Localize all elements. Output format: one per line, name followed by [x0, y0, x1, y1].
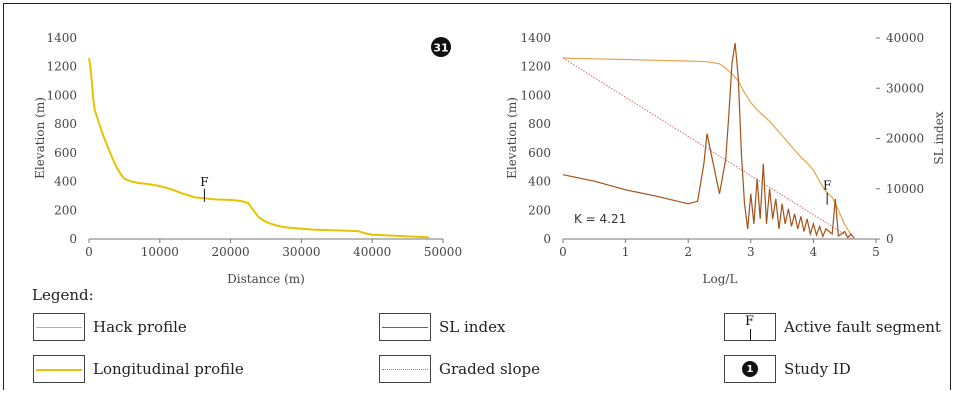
legend-label-longitudinal: Longitudinal profile	[93, 360, 244, 378]
legend-swatch-longitudinal	[33, 355, 85, 383]
left-y-tick-label: 200	[54, 203, 77, 217]
right-y-tick-label: 800	[528, 117, 551, 131]
legend-item-fault: F Active fault segment	[724, 312, 941, 342]
legend-item-sl-index: SL index	[379, 312, 505, 342]
legend-item-longitudinal: Longitudinal profile	[33, 354, 244, 384]
right-ylabel: Elevation (m)	[505, 97, 519, 179]
legend-label-graded: Graded slope	[439, 360, 540, 378]
legend-label-hack: Hack profile	[93, 318, 187, 336]
left-ylabel: Elevation (m)	[33, 97, 47, 179]
legend-item-study: 1 Study ID	[724, 354, 851, 384]
right-ylabel-secondary: SL index	[932, 111, 946, 164]
hack-profile-line	[562, 57, 855, 239]
left-y-tick-label: 1000	[46, 88, 77, 102]
left-x-tick-label: 30000	[282, 245, 320, 259]
right-y2-tick-label: 30000	[886, 81, 924, 95]
study-id-icon: 1	[742, 361, 758, 377]
right-xlabel: Log/L	[703, 272, 738, 286]
longitudinal-profile-line	[88, 57, 429, 239]
left-x-tick-label: 50000	[424, 245, 462, 259]
longitudinal-profile-chart: 0 200 400 600 800 1000 1200 1400 0 10000 20000 3000…	[33, 31, 462, 286]
fault-symbol-letter: F	[745, 314, 755, 329]
left-x-tick-label: 10000	[141, 245, 179, 259]
left-y-tick-label: 1400	[46, 31, 77, 45]
legend-label-study: Study ID	[784, 360, 851, 378]
left-xlabel: Distance (m)	[227, 272, 305, 286]
legend-swatch-study: 1	[724, 355, 776, 383]
left-y-tick-label: 800	[54, 117, 77, 131]
study-id-number: 31	[433, 42, 448, 55]
right-x-tick-label: 1	[622, 245, 630, 259]
right-x-tick-label: 3	[747, 245, 755, 259]
right-x-tick-label: 2	[684, 245, 692, 259]
legend-label-sl-index: SL index	[439, 318, 506, 336]
right-x-tick-label: 0	[559, 245, 567, 259]
fault-symbol-tick	[750, 329, 751, 340]
legend-item-hack: Hack profile	[33, 312, 187, 342]
right-x-tick-label: 5	[872, 245, 880, 259]
right-x-tick-label: 4	[810, 245, 818, 259]
study-id-badge: 31	[431, 37, 451, 57]
legend-swatch-fault: F	[724, 313, 776, 341]
legend-swatch-sl-index	[379, 313, 431, 341]
right-y2-tick-label: 10000	[886, 182, 924, 196]
left-x-tick-label: 0	[85, 245, 93, 259]
left-y-tick-label: 1200	[46, 60, 77, 74]
right-y-tick-label: 0	[543, 232, 551, 246]
right-y-tick-label: 1200	[520, 60, 551, 74]
k-annotation: K = 4.21	[574, 212, 626, 226]
right-y-tick-label: 1000	[520, 88, 551, 102]
legend-title: Legend:	[32, 286, 94, 304]
legend-item-graded: Graded slope	[379, 354, 540, 384]
left-y-tick-label: 0	[69, 232, 77, 246]
right-y2-tick-label: 20000	[886, 132, 924, 146]
right-y2-tick-label: 40000	[886, 31, 924, 45]
left-x-tick-label: 20000	[212, 245, 250, 259]
figure-frame	[3, 3, 951, 390]
right-y-tick-label: 600	[528, 146, 551, 160]
left-fault-label: F	[200, 175, 208, 189]
right-y-tick-label: 200	[528, 203, 551, 217]
right-fault-label: F	[823, 179, 831, 193]
left-x-tick-label: 40000	[353, 245, 391, 259]
legend-swatch-graded	[379, 355, 431, 383]
legend-swatch-hack	[33, 313, 85, 341]
legend-label-fault: Active fault segment	[784, 318, 941, 336]
left-y-tick-label: 400	[54, 175, 77, 189]
left-y-tick-label: 600	[54, 146, 77, 160]
right-y-tick-label: 400	[528, 175, 551, 189]
right-y-tick-label: 1400	[520, 31, 551, 45]
hack-sl-chart: 0 200 400 600 800 1000 1200 1400 0 10000 20000 3000…	[505, 31, 946, 286]
right-y2-tick-label: 0	[886, 232, 894, 246]
sl-index-line	[562, 42, 855, 239]
